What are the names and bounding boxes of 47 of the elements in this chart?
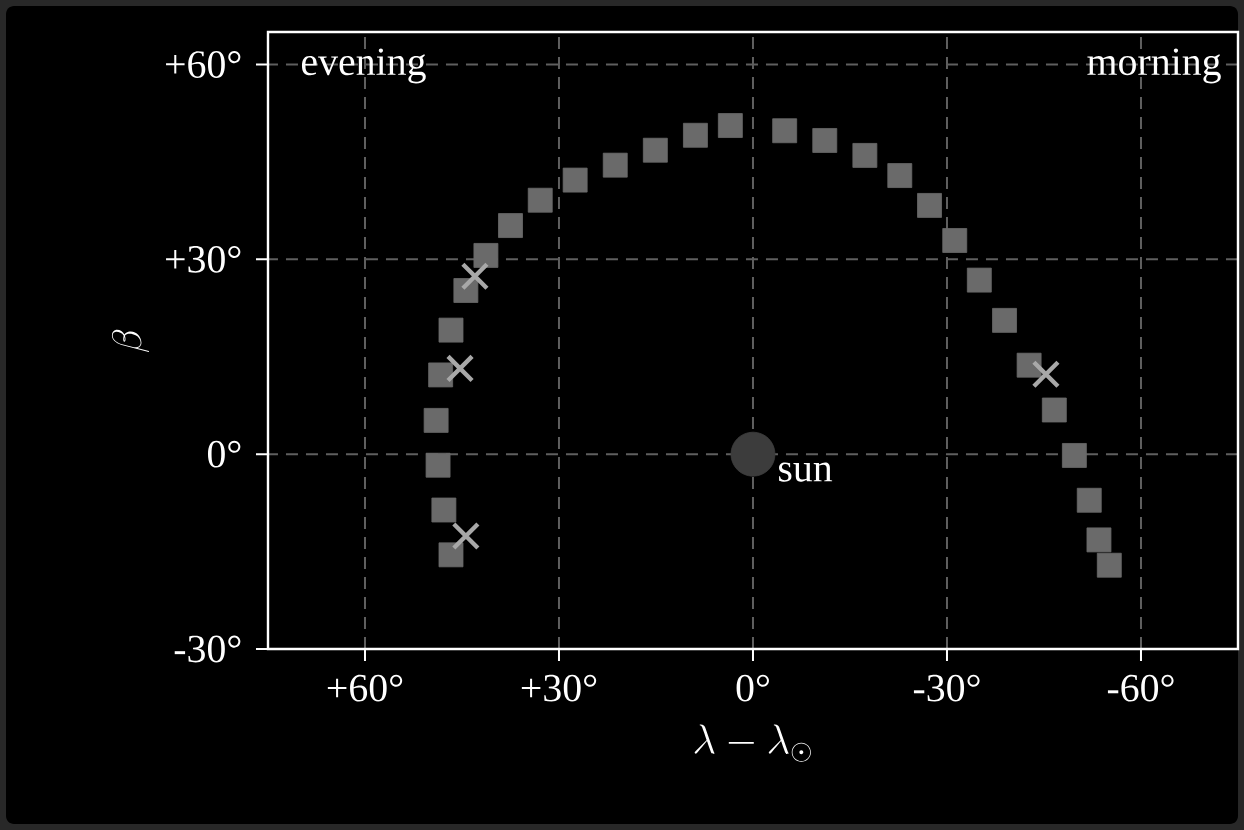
point <box>942 228 968 253</box>
point <box>852 143 878 168</box>
annotation: sun <box>779 462 833 482</box>
point <box>451 521 481 551</box>
point <box>498 213 523 238</box>
y-tick-label: +60° <box>166 51 241 78</box>
x-tick-label: -60° <box>1107 674 1174 702</box>
point <box>812 128 838 153</box>
x-tick-label: 0° <box>736 674 769 702</box>
point <box>423 407 449 433</box>
point <box>642 137 668 163</box>
point <box>473 243 499 268</box>
point <box>1016 352 1042 378</box>
x-tick-label: +30° <box>521 674 597 702</box>
point <box>428 362 454 388</box>
y-tick-label: +30° <box>166 245 241 273</box>
y-axis-title: $\beta$ <box>111 329 150 352</box>
point <box>730 431 776 477</box>
point <box>425 452 451 478</box>
point <box>772 118 798 144</box>
point <box>717 113 743 138</box>
y-tick-label: 0° <box>207 440 241 468</box>
point <box>966 267 992 293</box>
x-tick-label: +60° <box>327 674 403 702</box>
point <box>683 122 708 148</box>
point <box>460 261 490 291</box>
point <box>438 542 464 568</box>
point <box>562 167 588 193</box>
point <box>1031 360 1061 389</box>
point <box>917 193 942 218</box>
point <box>1041 397 1067 423</box>
point <box>1096 552 1122 578</box>
point <box>887 163 913 188</box>
annotation: evening <box>301 48 426 84</box>
x-axis-title: $\lambda - \lambda_\odot$ <box>694 724 811 762</box>
x-tick-label: -30° <box>913 674 980 702</box>
point <box>1076 487 1102 513</box>
y-tick-label: -30° <box>174 635 241 663</box>
annotation: morning <box>1087 48 1221 84</box>
point <box>1086 527 1112 553</box>
point <box>527 187 553 213</box>
point <box>431 497 457 523</box>
point <box>438 317 464 343</box>
point <box>602 152 628 178</box>
point <box>992 307 1017 333</box>
point <box>1061 443 1087 468</box>
point <box>445 354 475 383</box>
